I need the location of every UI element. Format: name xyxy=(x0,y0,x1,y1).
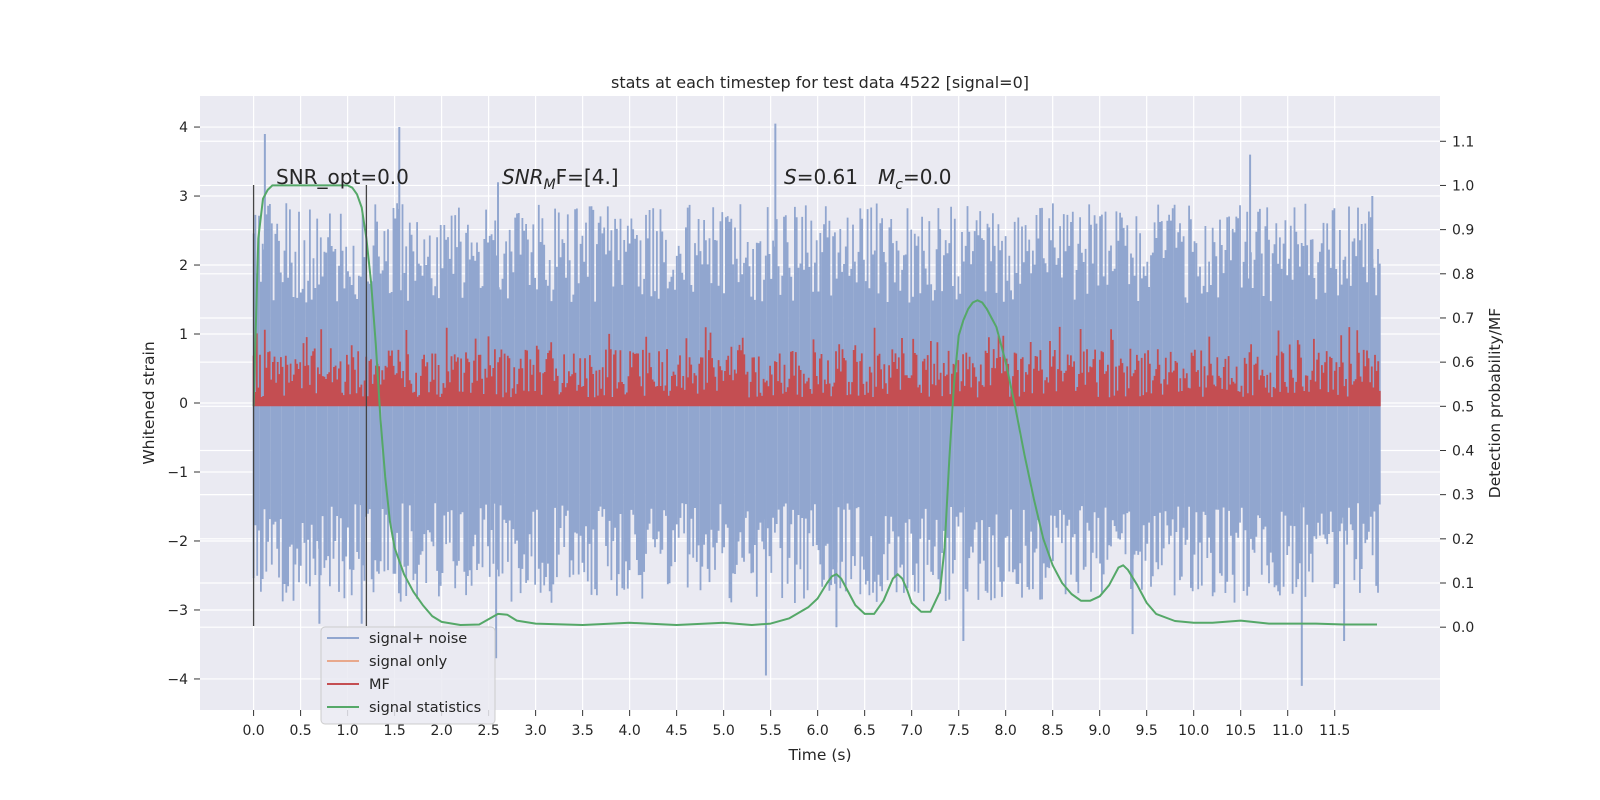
y-tick-label: 3 xyxy=(179,189,188,205)
x-tick-label: 1.0 xyxy=(336,723,358,739)
annotations: SNR_opt=0.0 SNRMF=[4.] S=0.61 Mc=0.0 xyxy=(276,165,952,193)
vertical-markers xyxy=(252,185,368,626)
x-tick-label: 5.0 xyxy=(713,723,735,739)
y-tick-label: 0 xyxy=(179,396,188,412)
annotation-s-symbol: S xyxy=(784,165,797,189)
annotation-mc-base: M xyxy=(878,165,895,189)
x-tick-label: 8.5 xyxy=(1042,723,1064,739)
x-tick-label: 0.5 xyxy=(289,723,311,739)
x-tick-label: 2.5 xyxy=(477,723,499,739)
plot-data xyxy=(252,123,1381,686)
x-tick-label: 10.5 xyxy=(1225,723,1256,739)
annotation-s-value: =0.61 xyxy=(797,165,858,189)
y-tick-label: 2 xyxy=(179,258,188,274)
x-tick-label: 3.0 xyxy=(524,723,546,739)
y2-tick-label: 0.6 xyxy=(1452,355,1474,371)
y2-tick-label: 0.8 xyxy=(1452,267,1474,283)
annotation-s: S=0.61 xyxy=(784,165,858,189)
x-tick-label: 1.5 xyxy=(383,723,405,739)
annotation-snr-mf-base: SNR xyxy=(502,165,544,189)
y-axis-label: Whitened strain xyxy=(140,341,158,464)
x-tick-label: 0.0 xyxy=(242,723,264,739)
y2-tick-label: 0.7 xyxy=(1452,311,1474,327)
legend: signal+ noise signal only MF signal stat… xyxy=(320,626,496,725)
axes-ticks: 0.0 0.5 1.0 1.5 2.0 2.5 3.0 3.5 4.0 4.5 5.0 5.5 6.0 6… xyxy=(167,120,1474,739)
legend-label-signal-statistics: signal statistics xyxy=(369,700,481,716)
y2-tick-label: 1.1 xyxy=(1452,134,1474,150)
y2-axis-label: Detection probability/MF xyxy=(1486,308,1504,499)
x-tick-label: 9.5 xyxy=(1136,723,1158,739)
y2-tick-label: 0.2 xyxy=(1452,532,1474,548)
series-signal-statistics xyxy=(252,184,1377,626)
x-tick-label: 10.0 xyxy=(1178,723,1209,739)
legend-label-signal-only: signal only xyxy=(369,654,448,670)
y2-tick-label: 0.3 xyxy=(1452,488,1474,504)
x-tick-label: 3.5 xyxy=(571,723,593,739)
y-tick-label: −3 xyxy=(167,603,188,619)
x-tick-label: 11.0 xyxy=(1272,723,1303,739)
annotation-mc-value: =0.0 xyxy=(903,165,952,189)
y2-tick-label: 0.4 xyxy=(1452,443,1474,459)
annotation-mc-sub: c xyxy=(895,177,903,193)
y-tick-label: 4 xyxy=(179,120,188,136)
x-tick-label: 11.5 xyxy=(1319,723,1350,739)
y2-tick-label: 0.0 xyxy=(1452,620,1474,636)
x-tick-label: 5.5 xyxy=(760,723,782,739)
legend-box xyxy=(320,626,496,725)
x-tick-label: 8.0 xyxy=(995,723,1017,739)
y2-tick-label: 0.9 xyxy=(1452,223,1474,239)
x-axis-label: Time (s) xyxy=(787,746,851,764)
y2-tick-label: 0.5 xyxy=(1452,399,1474,415)
legend-label-mf: MF xyxy=(369,677,390,693)
x-tick-label: 7.5 xyxy=(948,723,970,739)
legend-label-signal-noise: signal+ noise xyxy=(369,631,467,647)
x-tick-label: 6.5 xyxy=(854,723,876,739)
x-tick-label: 6.0 xyxy=(807,723,829,739)
x-tick-label: 4.5 xyxy=(666,723,688,739)
chart-title: stats at each timestep for test data 452… xyxy=(611,73,1029,92)
y-tick-label: −2 xyxy=(167,534,188,550)
y-tick-label: −4 xyxy=(167,672,188,688)
y-tick-label: −1 xyxy=(167,465,188,481)
annotation-mc: Mc=0.0 xyxy=(878,165,952,193)
annotation-snr-opt: SNR_opt=0.0 xyxy=(276,165,409,189)
x-tick-label: 7.0 xyxy=(901,723,923,739)
x-tick-label: 4.0 xyxy=(618,723,640,739)
x-tick-label: 2.0 xyxy=(430,723,452,739)
y2-tick-label: 1.0 xyxy=(1452,178,1474,194)
annotation-snr-mf: SNRMF=[4.] xyxy=(502,165,619,193)
y-tick-label: 1 xyxy=(179,327,188,343)
annotation-snr-mf-sub: M xyxy=(544,177,556,193)
x-tick-label: 9.0 xyxy=(1089,723,1111,739)
y2-tick-label: 0.1 xyxy=(1452,576,1474,592)
annotation-snr-mf-rest: F=[4.] xyxy=(556,165,619,189)
